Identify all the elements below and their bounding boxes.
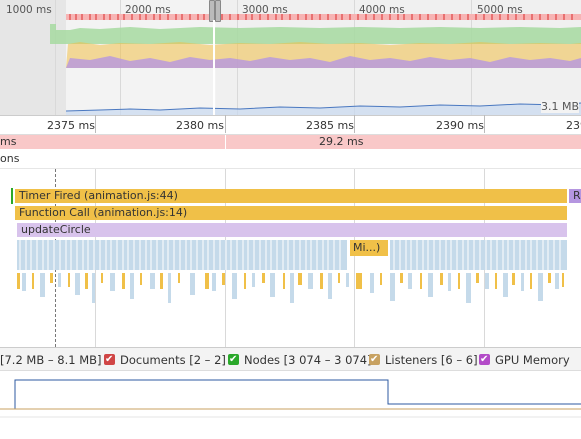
listeners-checkbox[interactable] xyxy=(369,351,380,369)
ruler-mark xyxy=(354,115,355,133)
frame-start-marker xyxy=(11,188,13,204)
gpu-memory-toggle[interactable]: GPU Memory xyxy=(479,351,570,369)
ruler-tick-2375: 2375 ms xyxy=(47,119,95,132)
counter-lines xyxy=(0,379,581,418)
overview-window-handle-left[interactable] xyxy=(209,0,215,22)
frame-strip-marks xyxy=(69,14,573,20)
frames-row[interactable] xyxy=(0,135,581,149)
gpu-memory-checkbox[interactable] xyxy=(479,351,490,369)
overview-tick-5000: 5000 ms xyxy=(477,4,523,16)
paint-small-bars xyxy=(22,273,559,303)
frame-strip-light xyxy=(66,14,581,20)
listeners-label: Listeners [6 – 6] xyxy=(385,353,478,367)
documents-toggle[interactable]: Documents [2 – 2] xyxy=(104,351,226,369)
overview-tick-1000: 1000 ms xyxy=(6,4,52,16)
nodes-label: Nodes [3 074 – 3 074] xyxy=(244,353,372,367)
overview-pane[interactable]: 1000 ms 2000 ms 3000 ms 4000 ms 5000 ms … xyxy=(0,0,581,115)
ruler-tick-2390: 2390 ms xyxy=(436,119,484,132)
update-circle-event[interactable]: updateCircle xyxy=(17,223,567,237)
mi-event[interactable]: Mi...) xyxy=(353,241,381,254)
rendering-area xyxy=(66,56,581,68)
ruler-mark xyxy=(225,115,226,133)
counter-graph[interactable] xyxy=(0,371,581,439)
interactions-row xyxy=(0,149,581,169)
frame-left-label: ms xyxy=(0,135,17,148)
gpu-memory-label: GPU Memory xyxy=(495,353,570,367)
js-heap-range: [7.2 MB – 8.1 MB] xyxy=(0,353,102,367)
overview-gridline xyxy=(55,0,56,115)
ruler-tick-2385: 2385 ms xyxy=(306,119,354,132)
memory-line xyxy=(66,103,581,115)
ruler-tick-2380: 2380 ms xyxy=(176,119,224,132)
frame-divider xyxy=(225,135,226,149)
ruler-tick-2395: 239 xyxy=(566,119,581,132)
frame-duration-label[interactable]: 29.2 ms xyxy=(319,135,364,148)
nodes-toggle[interactable]: Nodes [3 074 – 3 074] xyxy=(228,351,372,369)
overview-tick-3000: 3000 ms xyxy=(242,4,288,16)
listeners-toggle[interactable]: Listeners [6 – 6] xyxy=(369,351,478,369)
mi-event-bg xyxy=(350,240,388,256)
flame-chart[interactable]: Timer Fired (animation.js:44) Function C… xyxy=(0,169,581,347)
overview-window-line xyxy=(213,20,215,115)
script-small-bars xyxy=(17,273,564,289)
flame-detail-bars xyxy=(17,240,567,303)
overview-tick-2000: 2000 ms xyxy=(125,4,171,16)
right-stub-event[interactable]: R xyxy=(569,189,581,203)
painting-area xyxy=(50,24,581,44)
documents-label: Documents [2 – 2] xyxy=(120,353,226,367)
nodes-checkbox[interactable] xyxy=(228,351,239,369)
documents-checkbox[interactable] xyxy=(104,351,115,369)
function-call-event[interactable]: Function Call (animation.js:14) xyxy=(15,206,567,220)
overview-activity-chart xyxy=(50,14,581,115)
ruler-mark xyxy=(95,115,96,133)
paint-gaps xyxy=(19,240,561,270)
overview-tick-4000: 4000 ms xyxy=(359,4,405,16)
overview-window-handle-right[interactable] xyxy=(215,0,221,22)
timeline-ruler[interactable] xyxy=(0,115,581,135)
timer-fired-event[interactable]: Timer Fired (animation.js:44) xyxy=(15,189,567,203)
interactions-label: ons xyxy=(0,152,20,165)
memory-max-label: 3.1 MB xyxy=(541,100,580,113)
ruler-mark xyxy=(484,115,485,133)
flame-gridline xyxy=(354,169,355,347)
